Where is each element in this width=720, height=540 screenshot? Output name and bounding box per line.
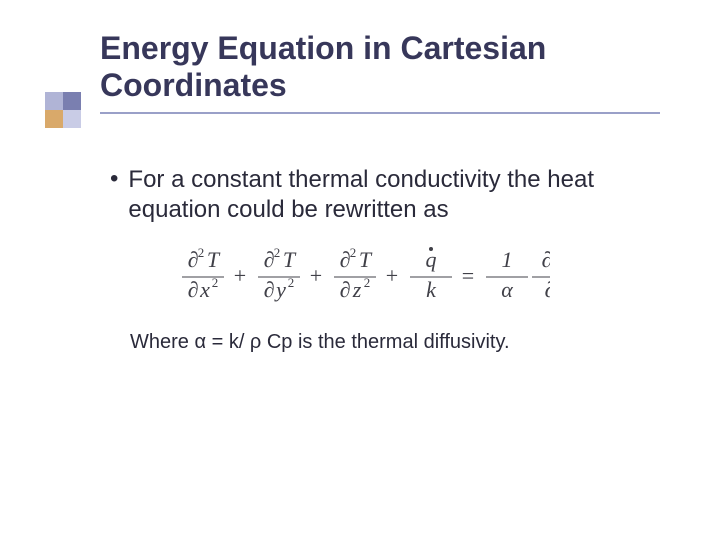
decor-square (45, 92, 63, 110)
svg-text:T: T (359, 247, 373, 272)
svg-text:2: 2 (198, 245, 205, 260)
svg-text:∂t: ∂t (545, 277, 550, 302)
svg-text:2: 2 (212, 275, 219, 290)
svg-text:2: 2 (364, 275, 371, 290)
svg-text:∂T: ∂T (541, 247, 550, 272)
page-title: Energy Equation in Cartesian Coordinates (100, 30, 680, 104)
svg-text:T: T (283, 247, 297, 272)
svg-text:2: 2 (274, 245, 281, 260)
svg-text:y: y (274, 277, 286, 302)
svg-text:+: + (234, 263, 246, 288)
svg-text:z: z (352, 277, 362, 302)
equation-svg: ∂2T∂x2+∂2T∂y2+∂2T∂z2+qk=1α∂T∂t (170, 243, 550, 307)
svg-text:k: k (426, 277, 437, 302)
svg-text:+: + (386, 263, 398, 288)
svg-text:∂: ∂ (264, 277, 275, 302)
bullet-text: For a constant thermal conductivity the … (128, 165, 660, 225)
svg-text:∂: ∂ (340, 277, 351, 302)
svg-text:2: 2 (288, 275, 295, 290)
title-underline (100, 112, 660, 114)
decor-square (63, 110, 81, 128)
svg-text:1: 1 (502, 247, 513, 272)
svg-text:2: 2 (350, 245, 357, 260)
decor-square (63, 92, 81, 110)
heat-equation: ∂2T∂x2+∂2T∂y2+∂2T∂z2+qk=1α∂T∂t (170, 243, 660, 307)
svg-text:α: α (501, 277, 513, 302)
where-line: Where α = k/ ρ Cp is the thermal diffusi… (130, 331, 660, 354)
svg-text:+: + (310, 263, 322, 288)
svg-text:x: x (199, 277, 210, 302)
decor-square (45, 110, 63, 128)
title-block: Energy Equation in Cartesian Coordinates (100, 30, 680, 114)
bullet-row: • For a constant thermal conductivity th… (110, 165, 660, 225)
bullet-marker: • (110, 165, 118, 194)
svg-text:=: = (462, 263, 474, 288)
decor-squares (45, 92, 105, 152)
slide: Energy Equation in Cartesian Coordinates… (0, 0, 720, 540)
body-content: • For a constant thermal conductivity th… (110, 165, 660, 354)
svg-text:T: T (207, 247, 221, 272)
svg-text:∂: ∂ (188, 277, 199, 302)
